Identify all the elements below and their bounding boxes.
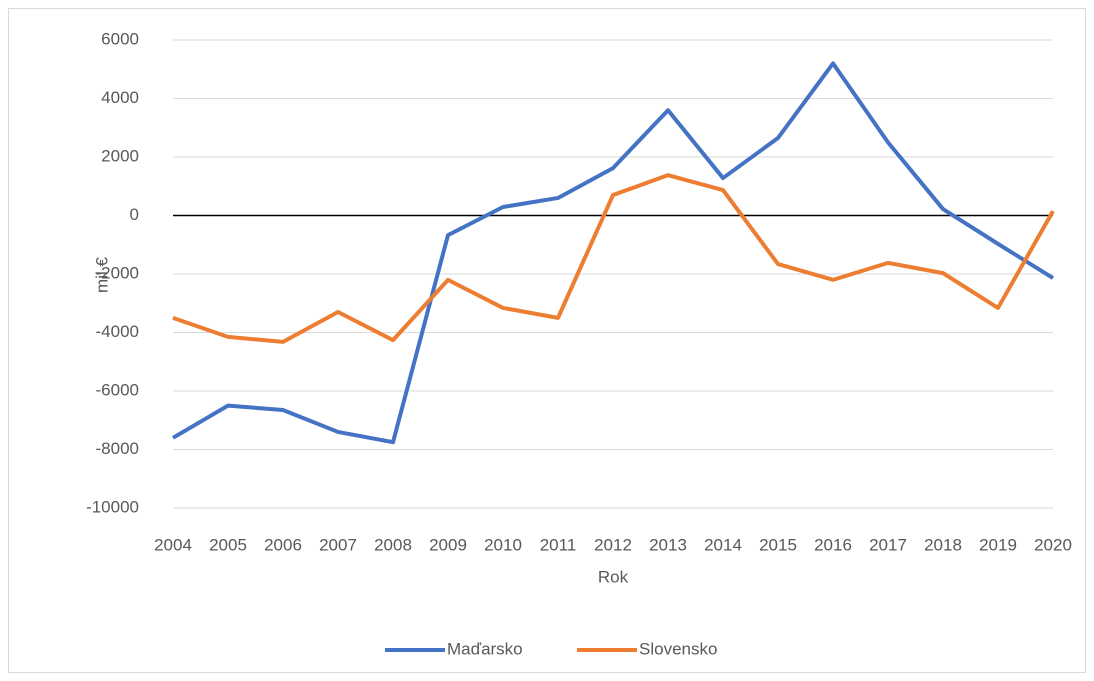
y-tick-label: -6000 — [96, 380, 139, 399]
chart-border — [8, 8, 1086, 673]
x-tick-label: 2010 — [484, 535, 522, 554]
x-tick-label: 2013 — [649, 535, 687, 554]
y-tick-label: -2000 — [96, 263, 139, 282]
x-tick-label: 2009 — [429, 535, 467, 554]
x-tick-label: 2020 — [1034, 535, 1072, 554]
x-tick-label: 2014 — [704, 535, 742, 554]
y-tick-label: -4000 — [96, 322, 139, 341]
y-tick-label: 6000 — [101, 29, 139, 48]
y-tick-label: 0 — [130, 205, 139, 224]
series-line — [172, 173, 1055, 344]
legend-label: Maďarsko — [447, 639, 523, 658]
y-tick-label: -8000 — [96, 439, 139, 458]
x-tick-label: 2006 — [264, 535, 302, 554]
series-line — [171, 61, 1055, 445]
legend-label: Slovensko — [639, 639, 717, 658]
x-tick-label: 2007 — [319, 535, 357, 554]
x-tick-label: 2012 — [594, 535, 632, 554]
x-tick-label: 2018 — [924, 535, 962, 554]
x-tick-label: 2019 — [979, 535, 1017, 554]
y-tick-label: 2000 — [101, 146, 139, 165]
y-axis-label: mil € — [92, 257, 111, 293]
x-tick-label: 2015 — [759, 535, 797, 554]
x-tick-label: 2016 — [814, 535, 852, 554]
x-tick-label: 2005 — [209, 535, 247, 554]
y-tick-label: -10000 — [86, 497, 139, 516]
x-tick-label: 2008 — [374, 535, 412, 554]
x-tick-label: 2017 — [869, 535, 907, 554]
x-tick-label: 2011 — [540, 535, 577, 554]
x-tick-label: 2004 — [154, 535, 192, 554]
y-tick-label: 4000 — [101, 88, 139, 107]
x-axis-label: Rok — [598, 567, 629, 586]
